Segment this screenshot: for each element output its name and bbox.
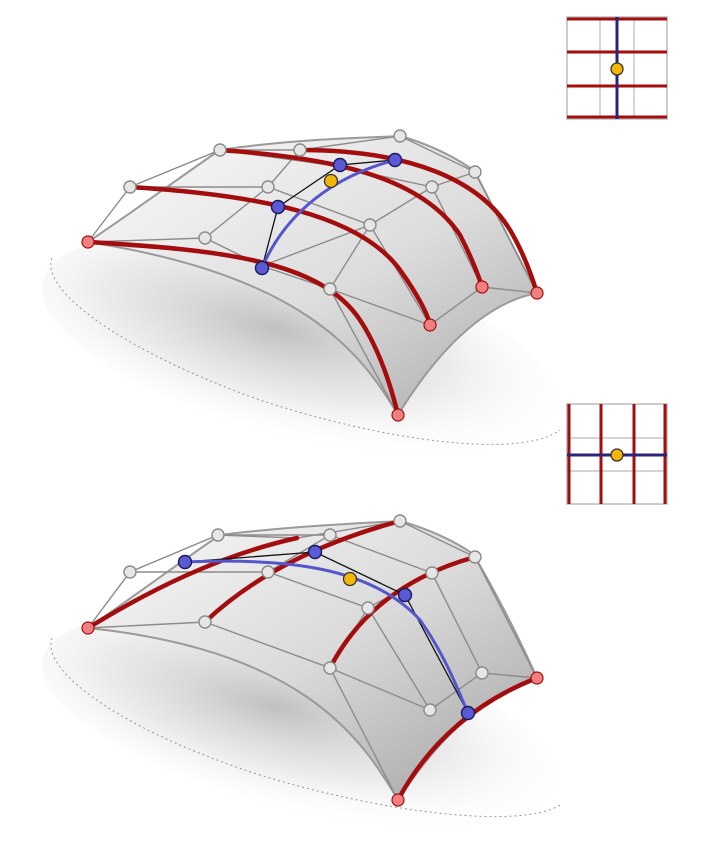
- parameter-inset-top: [566, 16, 668, 120]
- control-point[interactable]: [323, 282, 337, 296]
- endpoint[interactable]: [530, 286, 544, 300]
- endpoint[interactable]: [391, 408, 405, 422]
- ground-shadow: [41, 615, 559, 829]
- evaluation-point[interactable]: [342, 571, 358, 587]
- control-points: [123, 129, 482, 296]
- inset-eval-point[interactable]: [610, 448, 624, 462]
- iso-curve-1: [85, 535, 300, 631]
- ground-shadow: [41, 235, 559, 455]
- parameter-inset-bottom: [566, 403, 668, 505]
- active-control-point[interactable]: [332, 157, 348, 173]
- iso-curve-4: [297, 147, 540, 296]
- control-point[interactable]: [323, 528, 337, 542]
- control-point[interactable]: [123, 180, 137, 194]
- inset-grid: [599, 17, 635, 119]
- evaluation-point[interactable]: [323, 173, 339, 189]
- control-points: [123, 514, 489, 717]
- active-control-point[interactable]: [254, 260, 270, 276]
- iso-curve-3: [327, 554, 478, 671]
- active-control-point[interactable]: [387, 152, 403, 168]
- control-point[interactable]: [211, 528, 225, 542]
- endpoint[interactable]: [81, 621, 95, 635]
- active-curve: [260, 158, 396, 269]
- active-control-point[interactable]: [397, 587, 413, 603]
- control-point[interactable]: [123, 565, 137, 579]
- shadow-outline: [50, 257, 561, 445]
- iso-curve-2: [202, 518, 403, 625]
- endpoint[interactable]: [391, 793, 405, 807]
- iso-curve-4: [395, 675, 540, 803]
- control-point[interactable]: [261, 180, 275, 194]
- control-point[interactable]: [213, 143, 227, 157]
- active-control-point[interactable]: [460, 705, 476, 721]
- active-points: [177, 544, 476, 721]
- control-point[interactable]: [393, 514, 407, 528]
- active-control-polygon: [184, 551, 469, 714]
- active-control-point[interactable]: [177, 554, 193, 570]
- active-points: [254, 152, 403, 276]
- iso-curves: [85, 518, 540, 803]
- inset-eval-point[interactable]: [610, 62, 624, 76]
- iso-curve-1: [85, 239, 401, 418]
- iso-curves: [85, 147, 540, 418]
- endpoints: [81, 235, 544, 422]
- control-point[interactable]: [468, 165, 482, 179]
- control-point[interactable]: [475, 666, 489, 680]
- control-point[interactable]: [198, 615, 212, 629]
- bottom-panel: [41, 403, 668, 829]
- control-point[interactable]: [198, 231, 212, 245]
- active-control-polygon: [261, 159, 396, 269]
- control-point[interactable]: [361, 601, 375, 615]
- iso-curve-3: [217, 147, 485, 290]
- active-control-point[interactable]: [307, 544, 323, 560]
- endpoint[interactable]: [81, 235, 95, 249]
- control-point[interactable]: [423, 703, 437, 717]
- inset-grid: [567, 437, 667, 472]
- active-curve: [184, 559, 470, 714]
- control-point[interactable]: [468, 550, 482, 564]
- top-panel: [41, 16, 668, 455]
- endpoint[interactable]: [423, 318, 437, 332]
- control-point[interactable]: [425, 566, 439, 580]
- control-point[interactable]: [261, 565, 275, 579]
- iso-curve-2: [127, 184, 433, 328]
- control-point[interactable]: [323, 661, 337, 675]
- control-point[interactable]: [393, 129, 407, 143]
- endpoints: [81, 621, 544, 807]
- shadow-outline: [50, 637, 561, 818]
- endpoint[interactable]: [530, 671, 544, 685]
- endpoint[interactable]: [475, 280, 489, 294]
- active-control-point[interactable]: [270, 199, 286, 215]
- control-point[interactable]: [425, 180, 439, 194]
- control-point[interactable]: [293, 143, 307, 157]
- control-point[interactable]: [363, 218, 377, 232]
